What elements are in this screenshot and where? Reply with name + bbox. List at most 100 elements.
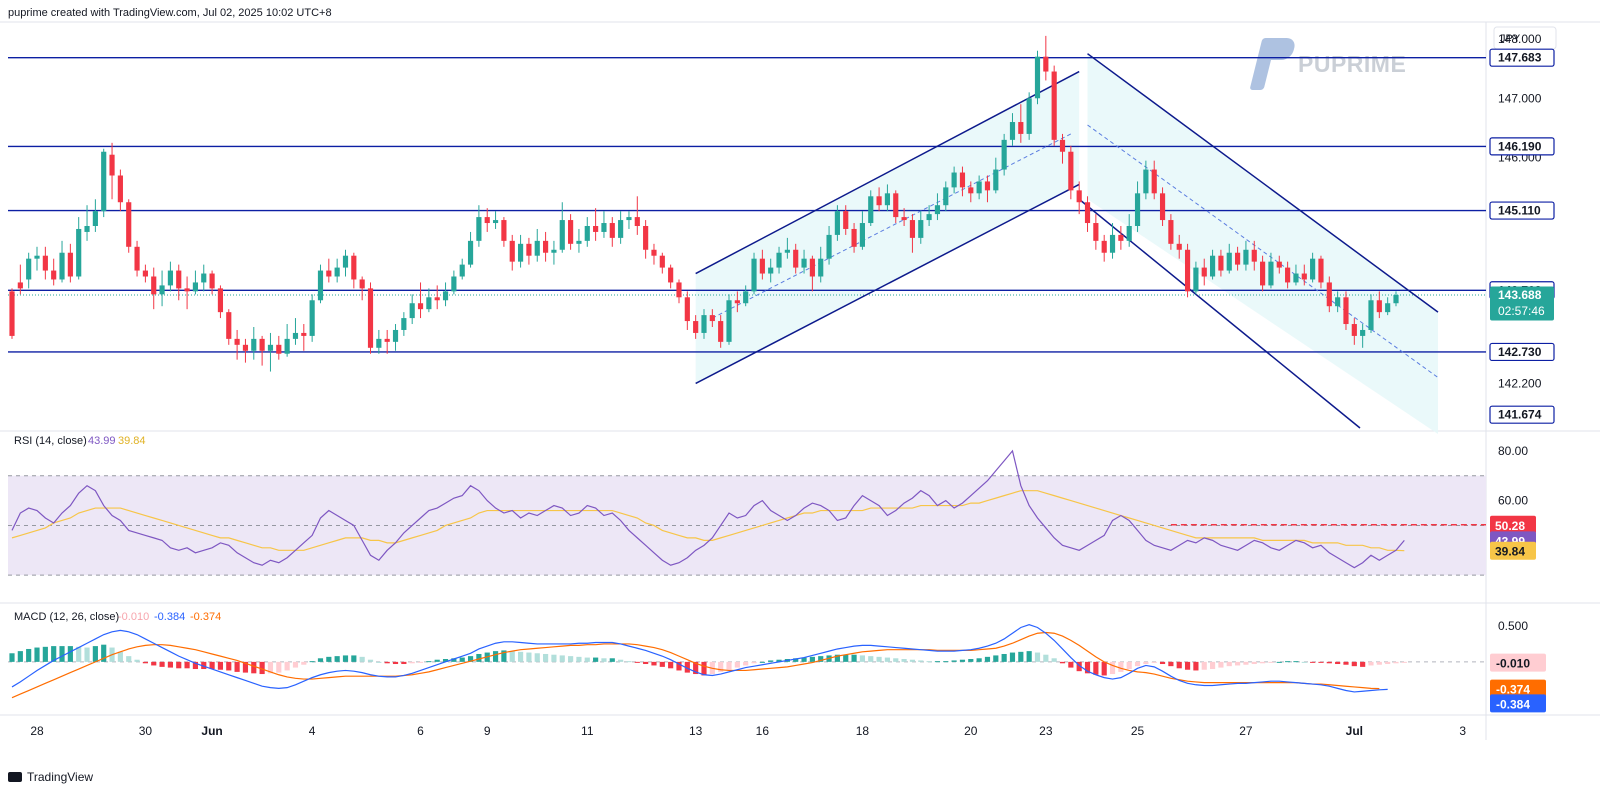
candle-body	[126, 202, 132, 247]
macd-hist-bar	[893, 658, 899, 662]
macd-hist-bar	[584, 657, 590, 662]
candle	[84, 205, 90, 241]
candle	[709, 309, 715, 327]
candle-body	[367, 288, 374, 348]
macd-hist-bar	[1176, 661, 1182, 669]
candle-body	[167, 270, 173, 286]
macd-hist-bar	[92, 646, 98, 662]
candle	[1093, 214, 1099, 250]
macd-hist-bar	[326, 656, 332, 662]
price-label-text: 142.730	[1498, 345, 1542, 359]
candle-body	[1151, 169, 1157, 194]
candle-body	[1168, 220, 1174, 244]
macd-hist-bar	[167, 661, 173, 668]
time-tick-label: 16	[756, 724, 770, 738]
macd-hist-bar	[818, 656, 824, 662]
candle-body	[409, 303, 415, 319]
candle	[1168, 214, 1174, 250]
candle-body	[968, 187, 974, 194]
candle	[276, 335, 282, 360]
macd-hist-bar	[1026, 651, 1032, 662]
price-label-box	[1490, 286, 1554, 321]
macd-hist-bar	[926, 661, 932, 663]
macd-hist-bar	[551, 654, 557, 662]
candle-body	[451, 276, 457, 292]
candle-body	[1376, 300, 1382, 313]
candle	[893, 190, 899, 224]
candle-body	[442, 291, 449, 301]
candle-body	[1093, 223, 1099, 241]
candle-body	[1026, 98, 1032, 134]
candle	[342, 249, 349, 277]
candle	[442, 282, 449, 307]
candle	[109, 142, 115, 200]
tradingview-logo[interactable]: TradingView	[8, 770, 93, 784]
candle	[42, 246, 48, 280]
candle	[9, 288, 15, 339]
macd-hist-bar	[634, 661, 640, 663]
rsi-legend-value: 43.99	[88, 435, 116, 447]
macd-hist-bar	[142, 661, 148, 664]
candle-body	[568, 220, 574, 244]
descending-channel-upper	[1087, 53, 1439, 313]
macd-hist-bar	[342, 655, 349, 662]
candle	[1159, 187, 1166, 226]
candle-body	[601, 223, 607, 232]
macd-hist-bar	[42, 646, 48, 662]
tradingview-label: TradingView	[27, 770, 94, 784]
candle-body	[159, 285, 165, 295]
macd-value-box	[1490, 694, 1546, 713]
candle-body	[893, 193, 899, 218]
price-label-box	[1489, 48, 1555, 67]
candle-body	[434, 297, 440, 301]
macd-hist-bar	[1051, 658, 1057, 662]
candle	[943, 181, 949, 212]
candle-body	[634, 217, 640, 226]
candle-body	[1226, 252, 1232, 271]
macd-hist-bar	[801, 657, 807, 662]
macd-hist-bar	[117, 651, 123, 662]
candle-body	[951, 172, 957, 188]
candle-body	[559, 220, 565, 250]
candle	[1226, 243, 1232, 274]
macd-hist-bar	[918, 660, 924, 662]
candle	[392, 324, 399, 351]
macd-hist-bar	[1084, 661, 1091, 674]
candle	[851, 223, 857, 253]
ascending-channel-fill	[695, 71, 1080, 384]
macd-legend-signal: -0.374	[190, 611, 221, 623]
macd-hist-bar	[1193, 661, 1199, 671]
macd-hist-bar	[1393, 661, 1399, 664]
price-label-box	[1489, 137, 1555, 156]
candle	[417, 282, 424, 319]
candle-body	[759, 258, 765, 274]
macd-hist-bar	[884, 657, 891, 662]
candle	[1176, 234, 1182, 259]
macd-hist-bar	[909, 659, 916, 662]
price-label-text: 141.674	[1498, 408, 1542, 422]
candle	[1326, 276, 1332, 313]
candle-body	[51, 270, 57, 280]
candle	[559, 202, 565, 253]
candle-body	[467, 240, 474, 265]
candle-body	[976, 181, 982, 194]
candle	[234, 329, 240, 360]
candle	[951, 166, 957, 194]
candle	[1276, 255, 1282, 274]
candle	[1293, 264, 1299, 286]
candle	[451, 270, 457, 295]
candle-body	[426, 297, 432, 310]
puprime-watermark: PUPRIME	[1249, 38, 1406, 90]
macd-hist-bar	[376, 661, 382, 663]
candle	[217, 285, 224, 319]
candle-body	[59, 252, 65, 280]
chart-header: puprime created with TradingView.com, Ju…	[8, 7, 332, 19]
candle	[517, 234, 524, 268]
candle-body	[993, 169, 999, 191]
candle	[1360, 324, 1366, 348]
macd-hist-bar	[743, 661, 749, 666]
candle	[984, 175, 991, 203]
macd-hist-bar	[284, 661, 290, 671]
candle-body	[676, 282, 682, 298]
